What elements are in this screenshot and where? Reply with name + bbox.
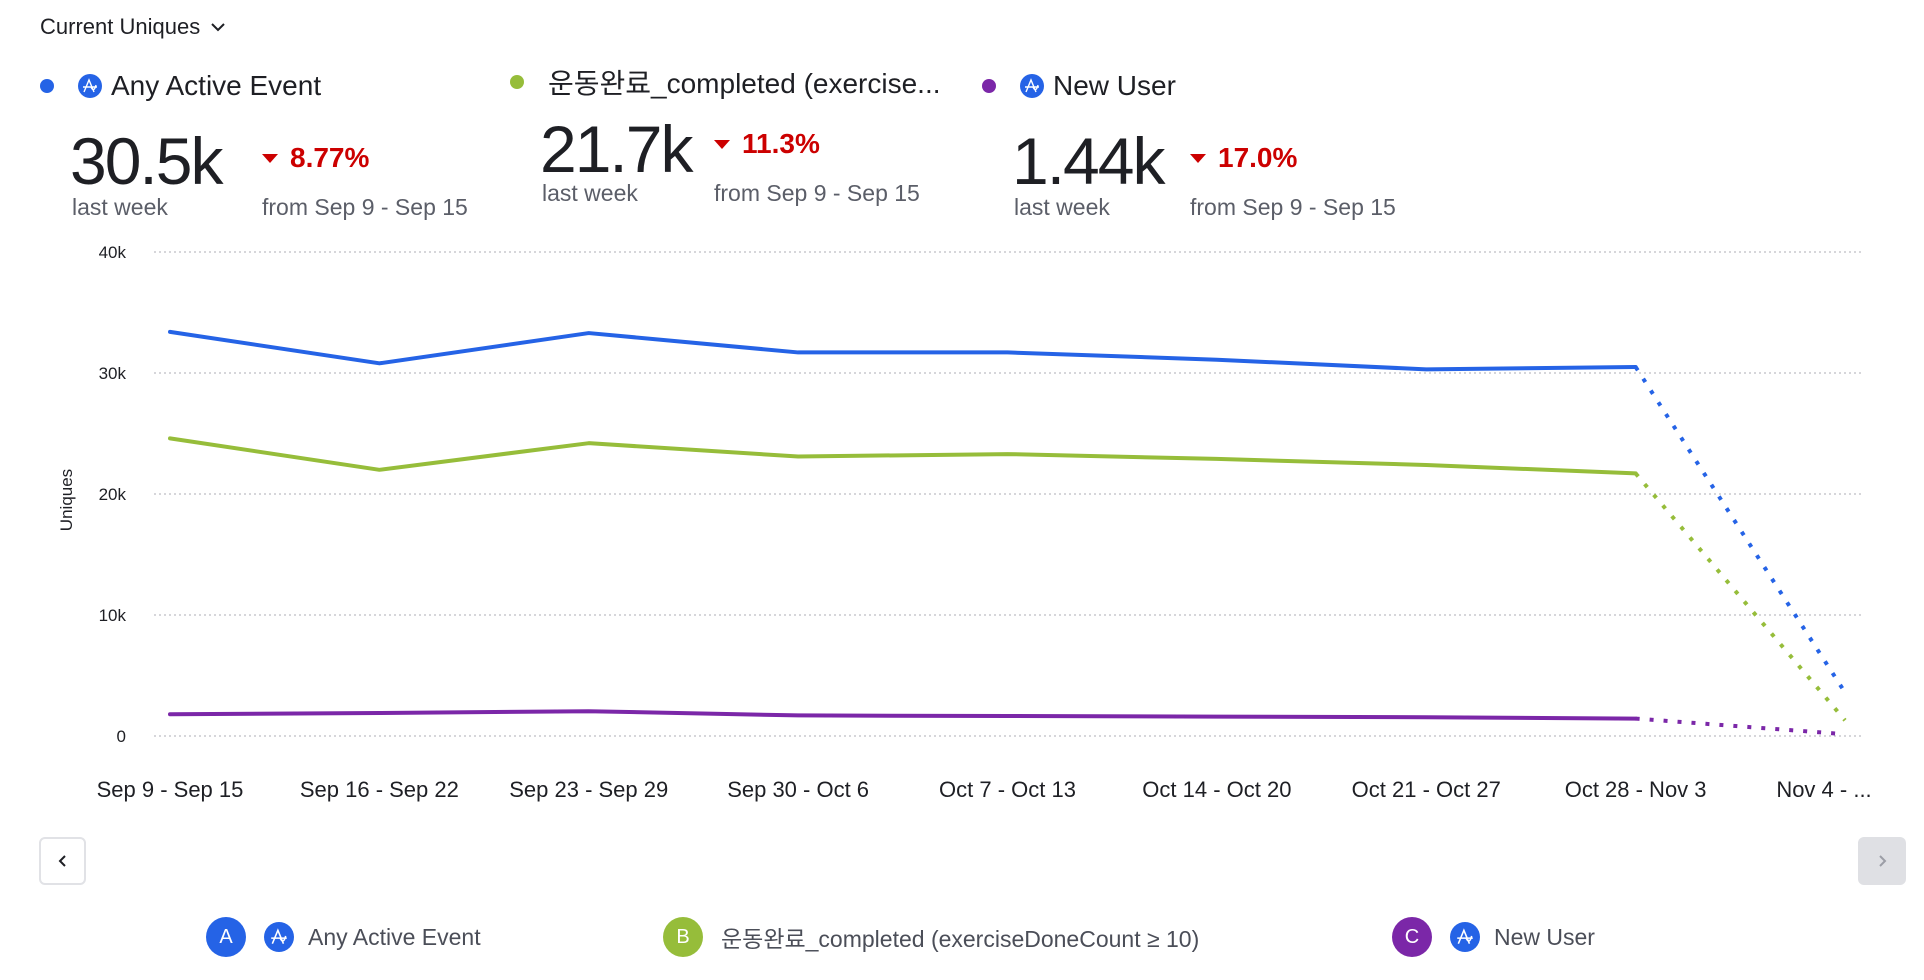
metric-delta: 17.0% [1190,142,1297,174]
metric-type-dropdown[interactable]: Current Uniques [40,14,226,40]
chevron-left-icon [58,855,66,867]
delta-value: 17.0% [1218,142,1298,173]
metric-label: Any Active Event [111,70,322,101]
series-line-solid [168,329,1638,372]
event-icon [1020,74,1044,98]
event-icon [264,922,294,952]
metric-value: 1.44k [1012,124,1165,198]
metric-delta: 11.3% [714,128,820,160]
series-a [168,329,1847,694]
metric-value: 30.5k [70,124,223,198]
metric-period: last week [1014,194,1110,220]
metric-card-b: 운동완료_completed (exercise... 21.7k 11.3% … [510,62,970,222]
x-tick-label: Oct 7 - Oct 13 [939,777,1076,802]
y-tick-label: 0 [117,727,126,746]
x-axis-ticks: Sep 9 - Sep 15 Sep 16 - Sep 22 Sep 23 - Se… [97,777,1872,802]
x-tick-label: Oct 14 - Oct 20 [1142,777,1291,802]
event-icon [78,74,102,98]
metric-period: last week [542,180,638,206]
next-page-button[interactable] [1858,837,1906,885]
metric-card-c: New User 1.44k 17.0% last week from Sep … [982,70,1442,230]
series-lines [168,329,1847,737]
series-dot [40,79,54,93]
metric-header: 운동완료_completed (exercise... [510,62,970,102]
legend-item-a[interactable]: A Any Active Event [206,917,481,957]
y-tick-label: 40k [99,243,127,262]
metric-header: New User [982,70,1442,102]
delta-value: 8.77% [290,142,370,173]
series-dot [510,75,524,89]
legend-item-b[interactable]: B 운동완료_completed (exerciseDoneCount ≥ 10… [663,917,1199,957]
series-dot [982,79,996,93]
x-tick-label: Sep 9 - Sep 15 [97,777,244,802]
grid-lines [154,251,1863,737]
event-icon [1450,922,1480,952]
x-tick-label: Oct 28 - Nov 3 [1565,777,1707,802]
down-triangle-icon [262,153,278,163]
metric-value: 21.7k [540,112,693,186]
series-line-incomplete [1635,716,1846,737]
series-line-incomplete [1633,365,1847,694]
legend-label: Any Active Event [308,923,481,950]
legend-label: New User [1494,923,1595,950]
metric-header: Any Active Event [40,70,500,102]
metric-comparison: from Sep 9 - Sep 15 [714,180,920,206]
series-b [168,436,1847,722]
x-tick-label: Oct 21 - Oct 27 [1352,777,1501,802]
metric-delta: 8.77% [262,142,369,174]
series-letter-badge: A [206,917,246,957]
metric-label: 운동완료_completed (exercise... [548,68,941,99]
y-axis-ticks: 0 10k 20k 30k 40k [99,243,127,746]
metric-period: last week [72,194,168,220]
y-axis-label: Uniques [57,469,76,531]
legend-item-c[interactable]: C New User [1392,917,1595,957]
metric-comparison: from Sep 9 - Sep 15 [1190,194,1396,220]
y-tick-label: 10k [99,606,127,625]
chevron-down-icon [211,23,225,32]
series-letter-badge: C [1392,917,1432,957]
x-tick-label: Nov 4 - ... [1776,777,1871,802]
metric-type-label: Current Uniques [40,14,201,39]
metric-label: New User [1053,70,1176,101]
series-letter-badge: B [663,917,703,957]
metric-comparison: from Sep 9 - Sep 15 [262,194,468,220]
series-line-incomplete [1634,472,1847,722]
x-tick-label: Sep 16 - Sep 22 [300,777,459,802]
delta-value: 11.3% [742,128,820,159]
legend-label: 운동완료_completed (exerciseDoneCount ≥ 10) [721,926,1200,952]
x-tick-label: Sep 23 - Sep 29 [509,777,668,802]
y-tick-label: 30k [99,364,127,383]
y-tick-label: 20k [99,485,127,504]
chevron-right-icon [1879,855,1887,867]
down-triangle-icon [714,139,730,149]
series-c [168,709,1846,737]
series-line-solid [168,436,1638,476]
prev-page-button[interactable] [39,837,86,885]
metric-card-a: Any Active Event 30.5k 8.77% last week f… [40,70,500,230]
down-triangle-icon [1190,153,1206,163]
series-line-solid [168,709,1638,721]
x-tick-label: Sep 30 - Oct 6 [727,777,869,802]
